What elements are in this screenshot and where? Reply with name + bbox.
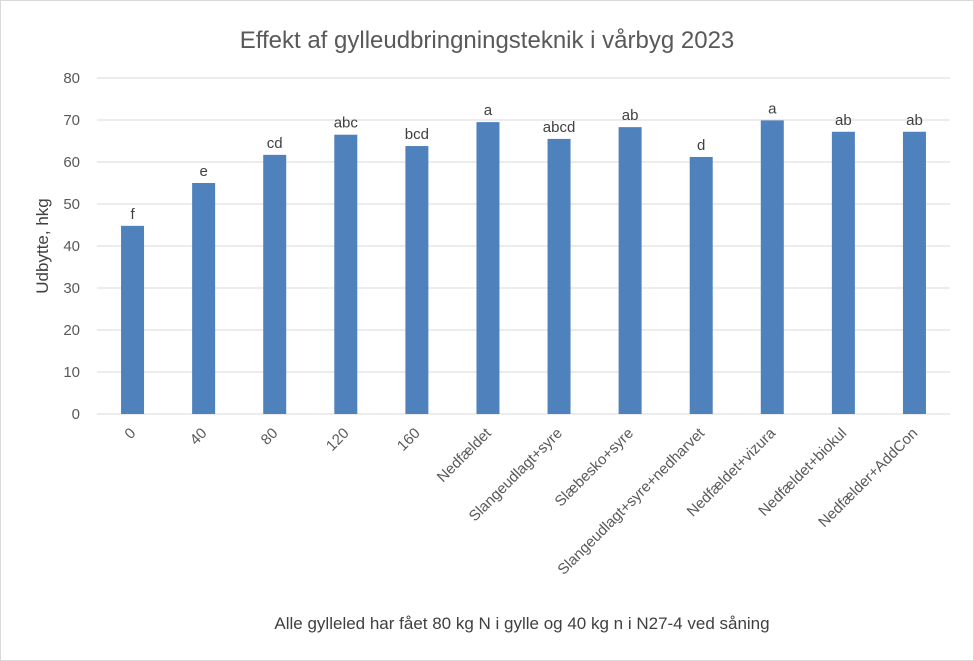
bar — [547, 138, 571, 414]
data-label: a — [484, 102, 493, 119]
data-label: bcd — [405, 126, 429, 143]
data-label: abcd — [543, 119, 576, 136]
y-tick-label: 0 — [72, 406, 80, 423]
x-tick-label: 120 — [323, 425, 353, 455]
y-axis-ticks: 0 10 20 30 40 50 60 70 80 — [63, 70, 80, 423]
bar — [334, 134, 358, 414]
x-axis-title: Alle gylleled har fået 80 kg N i gylle o… — [274, 614, 769, 633]
y-tick-label: 80 — [63, 70, 80, 87]
y-axis-title: Udbytte, hkg — [33, 198, 52, 293]
y-tick-label: 10 — [63, 364, 80, 381]
data-label: a — [768, 100, 777, 117]
y-tick-label: 40 — [63, 238, 80, 255]
gridlines — [97, 77, 950, 415]
bar — [263, 154, 287, 415]
x-tick-label: 40 — [187, 425, 211, 449]
bar — [760, 120, 784, 415]
x-tick-label: 80 — [258, 425, 282, 449]
bar — [689, 156, 713, 414]
x-tick-label: Slangeudlagt+syre+nedharvet — [554, 424, 708, 578]
y-tick-label: 60 — [63, 154, 80, 171]
x-tick-label: Nedfældet — [434, 424, 496, 486]
y-tick-label: 20 — [63, 322, 80, 339]
x-tick-label: 0 — [121, 425, 139, 443]
data-label: d — [697, 137, 705, 154]
bar — [121, 225, 145, 414]
x-axis-ticks: 0 40 80 120 160 NedfældetSlangeudlagt+syreSlæ… — [121, 424, 921, 578]
x-tick-label: 160 — [394, 425, 424, 455]
chart-title: Effekt af gylleudbringningsteknik i vårb… — [240, 27, 735, 54]
data-label: ab — [622, 107, 639, 124]
data-label: ab — [835, 112, 852, 129]
bar — [476, 122, 500, 414]
y-tick-label: 30 — [63, 280, 80, 297]
data-label: cd — [267, 135, 283, 152]
data-label: ab — [906, 112, 923, 129]
data-label: f — [130, 206, 135, 223]
y-tick-label: 50 — [63, 196, 80, 213]
bars — [121, 120, 926, 415]
data-labels: f e cd abc bcd a abcd ab d a ab ab — [130, 100, 922, 222]
data-label: e — [199, 163, 207, 180]
data-label: abc — [334, 115, 359, 132]
y-tick-label: 70 — [63, 112, 80, 129]
bar — [192, 183, 216, 414]
bar — [618, 127, 642, 414]
bar — [902, 131, 926, 414]
bar — [831, 131, 855, 414]
bar — [405, 146, 429, 415]
